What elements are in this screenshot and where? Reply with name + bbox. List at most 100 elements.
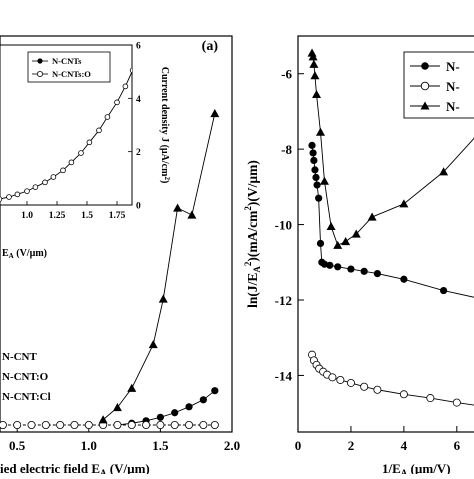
left-series-1-point-4 (57, 421, 64, 428)
inset-legend-label-2: N-CNTs:O (52, 69, 91, 79)
inset-series-0-point-7 (15, 192, 20, 197)
left-series-1-point-10 (142, 421, 149, 428)
right-series-1-point-12 (427, 394, 434, 401)
right-y-tick-label: -10 (275, 218, 292, 233)
right-series-2-point-4 (312, 90, 321, 98)
right-series-0-point-14 (374, 270, 381, 277)
inset-series-0-point-12 (61, 168, 66, 173)
inset-y-tick-label: 0 (136, 202, 141, 212)
right-legend: N- N- N- (404, 52, 474, 118)
inset-x-tick-label: 1.25 (49, 211, 66, 221)
right-y-tick-label: -14 (275, 368, 293, 383)
left-series-1-point-8 (114, 421, 121, 428)
right-series-1-point-9 (361, 383, 368, 390)
right-legend-marker-2 (421, 82, 429, 90)
inset-series-0-point-11 (51, 175, 56, 180)
left-x-tick-label: 2.0 (224, 438, 240, 453)
inset-series-0-point-9 (33, 185, 38, 190)
left-panel-label: (a) (202, 39, 219, 54)
left-x-axis: 0.5 1.0 1.5 2.0 (9, 426, 240, 453)
right-series-0-point-15 (400, 276, 407, 283)
left-series-2-point-7 (210, 109, 219, 117)
left-series-0-point-7 (211, 387, 218, 394)
left-x-axis-title: ied electric field EA (V/µm) (0, 461, 150, 474)
inset-y-tick-label: 4 (136, 95, 141, 105)
right-series-0-point-3 (311, 166, 318, 173)
right-series-1-point-11 (400, 391, 407, 398)
right-series-2-point-7 (327, 222, 336, 230)
right-y-axis-title: ln(J/EA2)(mA/cm2)(V/µm) (243, 160, 262, 308)
left-series-1-point-5 (71, 421, 78, 428)
left-legend-label-2: N-CNT:O (2, 371, 49, 383)
right-x-axis-title: 1/EA (µm/V) (382, 461, 451, 474)
left-legend: N-CNT N-CNT:O N-CNT:Cl (2, 351, 51, 403)
inset-x-tick-label: 1.0 (21, 211, 33, 221)
right-series-0-point-6 (315, 195, 322, 202)
right-series-1-point-6 (329, 374, 336, 381)
right-legend-box (404, 52, 474, 118)
right-x-tick-label: 0 (295, 438, 302, 453)
right-series-1-point-13 (453, 399, 460, 406)
left-x-tick-label: 1.0 (81, 438, 97, 453)
inset-x-tick-label: 1.75 (109, 211, 126, 221)
right-series-1-point-7 (337, 376, 344, 383)
left-series-2-point-2 (127, 384, 136, 392)
inset-y-tick-label: 6 (136, 42, 141, 52)
inset-legend-marker-2 (37, 71, 42, 76)
inset-legend: N-CNTs N-CNTs:O (28, 52, 110, 82)
right-x-tick-label: 4 (401, 438, 408, 453)
left-series-1-point-12 (171, 421, 178, 428)
right-legend-marker-1 (421, 62, 429, 70)
right-series-2-point-9 (341, 237, 350, 245)
inset-legend-label-1: N-CNTs (52, 56, 82, 66)
right-x-tick-label: 6 (454, 438, 461, 453)
inset-x-tick-label: 1.5 (81, 211, 93, 221)
right-series-1-line (312, 355, 474, 406)
left-series-2-point-4 (159, 295, 168, 303)
right-legend-label-2: N- (446, 79, 460, 94)
right-y-tick-label: -12 (275, 293, 292, 308)
right-series-0-point-12 (347, 265, 354, 272)
inset-series-0-point-5 (0, 197, 2, 202)
right-series-1-point-8 (347, 379, 354, 386)
right-legend-label-3: N- (446, 99, 460, 114)
right-x-tick-label: 2 (348, 438, 355, 453)
inset-series-0-point-15 (87, 140, 92, 145)
left-series-0-point-4 (171, 409, 178, 416)
left-x-tick-label: 1.5 (152, 438, 169, 453)
right-series-0-point-7 (317, 240, 324, 247)
inset-y-tick-label: 2 (136, 148, 141, 158)
inset-series-0-point-14 (79, 151, 84, 156)
right-series-0-point-10 (326, 262, 333, 269)
left-x-tick-label: 0.5 (9, 438, 26, 453)
left-series-2-point-5 (173, 204, 182, 212)
left-series-0-point-6 (200, 396, 207, 403)
right-series-0-point-5 (313, 181, 320, 188)
inset-series-0-point-8 (25, 189, 30, 194)
right-legend-label-1: N- (446, 59, 460, 74)
right-series-2-point-6 (320, 177, 329, 185)
left-series-1-point-0 (0, 421, 6, 428)
left-legend-label-3: N-CNT:Cl (2, 391, 51, 403)
left-series-1-point-15 (211, 421, 218, 428)
left-series-0-point-3 (157, 414, 164, 421)
right-y-tick-label: -6 (281, 67, 292, 82)
left-legend-label-1: N-CNT (2, 351, 37, 363)
left-series-1-point-1 (14, 421, 21, 428)
right-series-0-point-0 (308, 142, 315, 149)
right-series-0-point-13 (361, 268, 368, 275)
right-series-0-point-2 (310, 157, 317, 164)
right-series-2-point-11 (368, 213, 377, 221)
right-series-2-point-12 (399, 199, 408, 207)
left-series-1-point-11 (157, 421, 164, 428)
right-series-0-point-11 (334, 263, 341, 270)
inset-series-0-point-17 (105, 115, 110, 120)
inset-y-axis-title: Current density J (µA/cm2) (159, 67, 171, 184)
right-series-2-point-5 (316, 128, 325, 136)
inset-x-axis-title: EA (V/µm) (2, 248, 47, 260)
right-series-0-line (312, 145, 474, 298)
inset-series-0-point-18 (115, 100, 120, 105)
inset-series-0-point-20 (130, 68, 135, 73)
right-series-2-point-2 (309, 60, 318, 68)
